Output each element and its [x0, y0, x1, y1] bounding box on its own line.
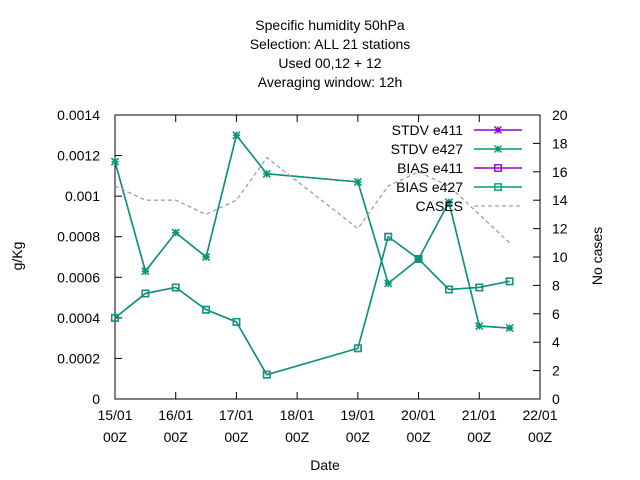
bias-e427-point: [445, 285, 453, 294]
y2-tick-label: 4: [552, 334, 560, 350]
legend-item-bias-e411: BIAS e411: [397, 160, 522, 176]
legend-label: STDV e411: [392, 122, 464, 138]
y2-tick-label: 20: [552, 107, 568, 123]
x-tick-label-hour: 00Z: [467, 429, 492, 445]
x-tick-label-date: 21/01: [462, 407, 497, 423]
title-line: Averaging window: 12h: [258, 74, 403, 90]
y2-tick-label: 16: [552, 164, 568, 180]
bias-e427-point: [141, 289, 150, 298]
stdv-e427-point: [384, 279, 393, 288]
x-tick-label-date: 16/01: [158, 407, 193, 423]
bias-e427-point: [505, 277, 514, 286]
legend: STDV e411 STDV e427 BIAS e411 BIAS e427 CASE…: [391, 122, 522, 214]
y-tick-label: 0.0006: [57, 269, 100, 285]
y2-tick-label: 12: [552, 221, 568, 237]
bias-e427-point: [475, 283, 484, 292]
legend-stdv-e427-point: [494, 145, 502, 153]
x-tick-label-date: 17/01: [219, 407, 254, 423]
bias-e427-point: [232, 318, 241, 326]
x-tick-label-date: 20/01: [401, 407, 436, 423]
title-line: Used 00,12 + 12: [278, 55, 381, 71]
y2-tick-label: 18: [552, 135, 568, 151]
chart-title: Specific humidity 50hPa Selection: ALL 21…: [250, 17, 411, 90]
y-tick-label: 0.0012: [57, 148, 100, 164]
x-tick-label-hour: 00Z: [103, 429, 128, 445]
x-tick-label-hour: 00Z: [164, 429, 189, 445]
y-axis-label: g/Kg: [9, 242, 25, 271]
series-line-cases: [114, 156, 511, 244]
bias-e427-point: [202, 305, 210, 314]
legend-bias-e427-point: [494, 183, 502, 191]
bias-e427-point: [262, 370, 271, 379]
x-tick-label-hour: 00Z: [285, 429, 310, 445]
stdv-e427-point: [202, 253, 211, 261]
legend-bias-e411-point: [494, 164, 502, 172]
y-tick-label: 0.001: [65, 188, 100, 204]
legend-label: BIAS e427: [396, 179, 463, 195]
stdv-e427-point: [171, 228, 180, 237]
x-tick-label-date: 15/01: [97, 407, 132, 423]
stdv-e427-point: [444, 198, 453, 207]
x-axis-label: Date: [310, 457, 340, 473]
y2-tick-label: 6: [552, 306, 560, 322]
bias-e427-point: [111, 313, 119, 322]
title-line: Selection: ALL 21 stations: [250, 36, 411, 52]
bias-e427-point: [414, 255, 423, 263]
x-tick-label-date: 19/01: [340, 407, 375, 423]
x-axis-ticks: 15/01 00Z 16/01 00Z 17/01 00Z 18/01 00Z 19/01 00Z…: [97, 115, 558, 445]
legend-item-stdv-e411: STDV e411: [392, 122, 522, 138]
series-line-bias-e411: [114, 235, 510, 376]
y2-tick-label: 8: [552, 277, 560, 293]
stdv-e427-point: [353, 177, 362, 186]
legend-label: BIAS e411: [397, 160, 463, 176]
series-line-stdv-e427: [114, 133, 510, 329]
stdv-e427-point: [262, 169, 271, 178]
title-line: Specific humidity 50hPa: [255, 17, 405, 33]
x-tick-label-date: 22/01: [522, 407, 557, 423]
stdv-e427-point: [475, 321, 484, 330]
stdv-e427-point: [141, 267, 150, 276]
x-tick-label-hour: 00Z: [528, 429, 553, 445]
y2-axis-ticks: 0 2 4 6 8 10 12 14 16 18 20: [533, 107, 568, 407]
legend-label: STDV e427: [391, 141, 464, 157]
legend-label: CASES: [416, 198, 463, 214]
series-line-bias-e427: [114, 235, 510, 376]
x-tick-label-hour: 00Z: [407, 429, 432, 445]
x-tick-label-hour: 00Z: [224, 429, 249, 445]
y-tick-label: 0.0008: [57, 229, 100, 245]
bias-e427-point: [384, 232, 393, 241]
y-tick-label: 0: [92, 391, 100, 407]
x-tick-label-hour: 00Z: [346, 429, 371, 445]
legend-item-bias-e427: BIAS e427: [396, 179, 522, 195]
y2-tick-label: 14: [552, 192, 568, 208]
series-bias-e411: [111, 232, 514, 379]
stdv-e427-point: [111, 157, 119, 166]
legend-item-cases: CASES: [416, 198, 522, 214]
y2-tick-label: 0: [552, 391, 560, 407]
y-axis-ticks: 0 0.0002 0.0004 0.0006 0.0008 0.001 0.0012 0.00…: [57, 107, 122, 407]
legend-item-stdv-e427: STDV e427: [391, 141, 522, 157]
y-tick-label: 0.0014: [57, 107, 100, 123]
series-cases: [114, 156, 511, 244]
stdv-e427-point: [232, 131, 241, 140]
y2-axis-label: No cases: [589, 227, 605, 285]
y-tick-label: 0.0004: [57, 310, 100, 326]
y2-tick-label: 2: [552, 363, 560, 379]
stdv-e427-point: [505, 324, 514, 332]
bias-e427-point: [171, 283, 180, 292]
y2-tick-label: 10: [552, 249, 568, 265]
series-bias-e427: [111, 232, 514, 379]
legend-stdv-e411-point: [494, 126, 502, 134]
series-layer: [111, 131, 514, 379]
y-tick-label: 0.0002: [57, 350, 100, 366]
bias-e427-point: [353, 344, 362, 353]
x-tick-label-date: 18/01: [280, 407, 315, 423]
series-stdv-e427: [111, 131, 514, 332]
